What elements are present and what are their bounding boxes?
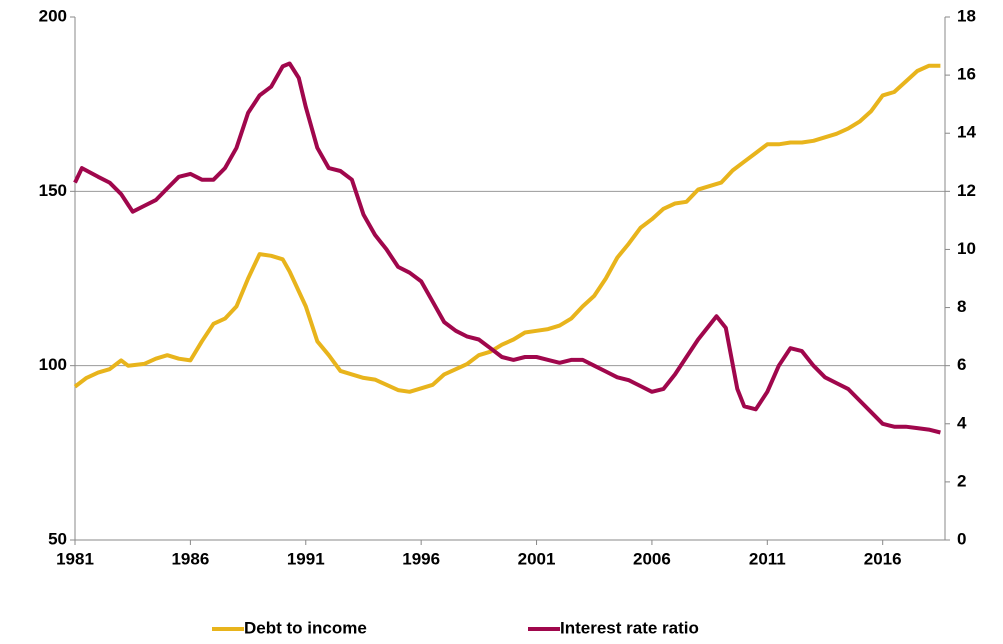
y2-tick-label: 2	[957, 471, 966, 490]
y-tick-label: 200	[39, 6, 67, 25]
y2-tick-label: 4	[957, 413, 967, 432]
y2-tick-label: 10	[957, 239, 976, 258]
series-line	[73, 63, 941, 394]
x-tick-label: 1986	[171, 549, 209, 568]
y2-tick-label: 8	[957, 297, 966, 316]
x-tick-label: 1996	[402, 549, 440, 568]
x-tick-label: 1981	[56, 549, 94, 568]
x-tick-label: 1991	[287, 549, 325, 568]
x-tick-label: 2001	[518, 549, 556, 568]
y2-tick-label: 18	[957, 6, 976, 25]
y2-tick-label: 6	[957, 355, 966, 374]
series-line	[73, 61, 941, 435]
legend-label: Debt to income	[244, 618, 367, 637]
y-tick-label: 50	[48, 529, 67, 548]
y2-tick-label: 0	[957, 529, 966, 548]
legend-label: Interest rate ratio	[560, 618, 699, 637]
y-tick-label: 150	[39, 181, 67, 200]
y2-tick-label: 16	[957, 65, 976, 84]
y-tick-label: 100	[39, 355, 67, 374]
x-tick-label: 2006	[633, 549, 671, 568]
y2-tick-label: 14	[957, 123, 976, 142]
y2-tick-label: 12	[957, 181, 976, 200]
x-tick-label: 2016	[864, 549, 902, 568]
x-tick-label: 2011	[749, 549, 786, 568]
